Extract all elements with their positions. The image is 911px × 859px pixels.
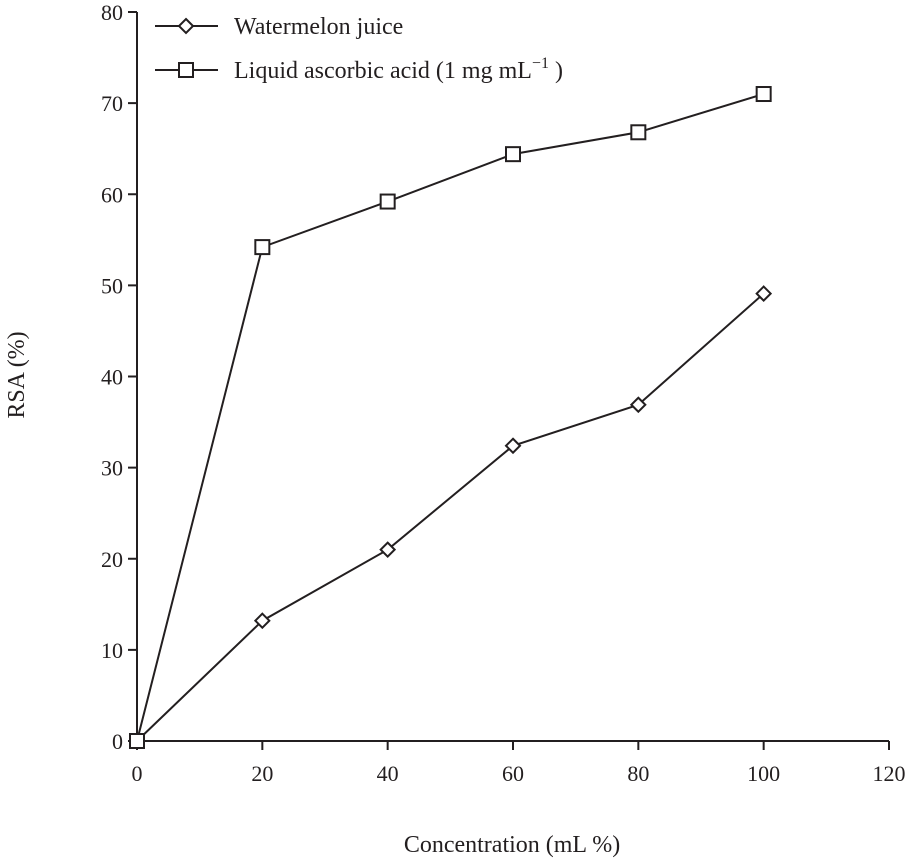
- diamond-marker: [253, 612, 271, 630]
- diamond-marker: [629, 396, 647, 414]
- y-tick-label: 40: [101, 365, 123, 390]
- x-axis-title: Concentration (mL %): [404, 832, 620, 858]
- series-layer: [128, 86, 773, 750]
- diamond-marker: [379, 541, 397, 559]
- square-marker: [379, 193, 396, 210]
- y-tick-label: 0: [112, 729, 123, 754]
- legend-square-marker: [178, 62, 194, 78]
- y-tick-label: 70: [101, 91, 123, 116]
- legend-label: Liquid ascorbic acid (1 mg mL−1 ): [234, 55, 563, 84]
- legend-diamond-marker: [177, 17, 195, 35]
- series-line: [136, 93, 764, 742]
- square-marker: [630, 124, 647, 141]
- square-marker: [505, 146, 521, 163]
- diamond-marker: [755, 285, 773, 302]
- square-marker: [254, 239, 271, 256]
- series-line: [136, 292, 765, 742]
- x-tick-label: 40: [377, 761, 399, 786]
- y-tick-label: 30: [101, 456, 123, 481]
- y-tick-label: 20: [101, 547, 123, 572]
- square-marker: [129, 733, 145, 749]
- y-axis-title: RSA (%): [4, 331, 30, 418]
- x-tick-label: 80: [627, 761, 649, 786]
- square-marker: [755, 86, 772, 103]
- axes: 0 10 20 30 40 50 60 70 80 0 20 40 60 80 100 120: [101, 0, 906, 786]
- x-tick-label: 100: [747, 761, 780, 786]
- y-tick-label: 50: [101, 273, 123, 298]
- x-tick-label: 20: [251, 761, 273, 786]
- series-1: [129, 86, 772, 749]
- legend: Watermelon juice Liquid ascorbic acid (1 …: [155, 14, 563, 84]
- diamond-marker: [504, 437, 522, 455]
- y-tick-label: 80: [101, 0, 123, 25]
- y-tick-label: 10: [101, 638, 123, 663]
- y-tick-label: 60: [101, 182, 123, 207]
- x-tick-label: 0: [132, 761, 143, 786]
- x-tick-label: 120: [873, 761, 906, 786]
- legend-label: Watermelon juice: [234, 14, 403, 40]
- x-tick-label: 60: [502, 761, 524, 786]
- series-0: [128, 285, 773, 750]
